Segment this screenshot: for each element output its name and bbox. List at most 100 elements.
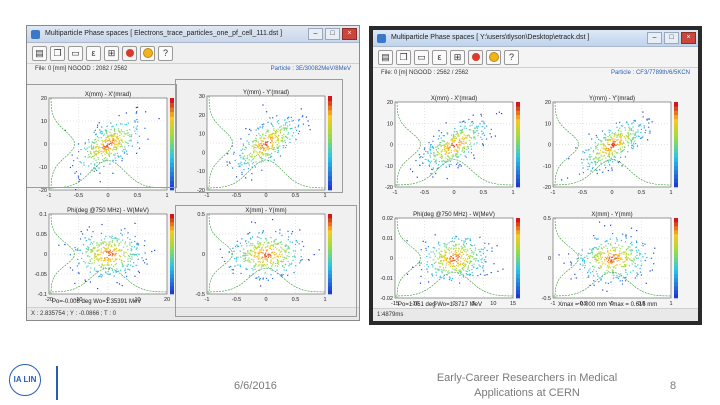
- scatter-point: [107, 143, 109, 145]
- scatter-point: [308, 125, 310, 127]
- scatter-point: [272, 262, 274, 264]
- scatter-point: [406, 240, 408, 242]
- scatter-point: [247, 168, 250, 170]
- scatter-point: [483, 270, 485, 272]
- scatter-point: [639, 267, 641, 270]
- sun-icon[interactable]: [486, 49, 501, 65]
- maximize-button[interactable]: □: [325, 28, 340, 40]
- scatter-point: [101, 146, 104, 149]
- epsilon-icon[interactable]: ε: [86, 45, 101, 61]
- scatter-point: [284, 245, 286, 247]
- y-tick-label: 20: [387, 100, 393, 106]
- scatter-point: [252, 141, 254, 143]
- scatter-point: [613, 261, 615, 263]
- scatter-point: [473, 137, 475, 139]
- scatter-point: [459, 163, 461, 166]
- scatter-point: [264, 135, 266, 137]
- scatter-point: [452, 262, 454, 265]
- save-icon[interactable]: ▭: [414, 49, 429, 65]
- scatter-point: [272, 125, 274, 127]
- color-bar-segment: [328, 242, 332, 247]
- close-button[interactable]: ×: [342, 28, 357, 40]
- color-bar-segment: [170, 167, 174, 172]
- scatter-point: [86, 251, 88, 253]
- maximize-button[interactable]: □: [664, 32, 679, 44]
- open-icon[interactable]: ▤: [32, 45, 47, 61]
- scatter-point: [481, 138, 483, 141]
- scatter-point: [634, 137, 636, 139]
- help-icon[interactable]: ?: [158, 45, 173, 61]
- right-phase-space-window[interactable]: Multiparticle Phase spaces [ Y:\users\tl…: [369, 26, 702, 325]
- scatter-point: [109, 135, 111, 137]
- scatter-point: [448, 247, 450, 249]
- scatter-point: [482, 249, 484, 251]
- scatter-point: [255, 139, 257, 141]
- scatter-point: [257, 255, 259, 257]
- scatter-point: [613, 144, 615, 146]
- scatter-point: [630, 128, 632, 130]
- color-bar-segment: [328, 185, 332, 191]
- color-bar-segment: [328, 218, 332, 223]
- plot-title: X(mm) - Y(mm): [591, 212, 632, 218]
- scatter-point: [454, 268, 456, 271]
- scatter-point: [254, 144, 256, 146]
- scatter-point: [245, 177, 247, 179]
- scatter-point: [276, 258, 278, 261]
- scatter-point: [588, 253, 590, 255]
- color-bar-segment: [674, 174, 678, 179]
- scatter-point: [282, 261, 284, 263]
- scatter-point: [267, 137, 269, 139]
- scatter-point: [108, 137, 110, 139]
- scatter-point: [615, 264, 617, 267]
- minimize-button[interactable]: –: [308, 28, 323, 40]
- scatter-point: [107, 257, 110, 260]
- left-window-titlebar[interactable]: Multiparticle Phase spaces [ Electrons_t…: [27, 26, 359, 43]
- scatter-point: [425, 158, 427, 160]
- scatter-point: [282, 141, 284, 143]
- right-window-titlebar[interactable]: Multiparticle Phase spaces [ Y:\users\tl…: [373, 30, 698, 47]
- scatter-point: [103, 241, 105, 243]
- scatter-point: [262, 125, 264, 127]
- scatter-point: [299, 260, 302, 262]
- scatter-point: [620, 125, 622, 127]
- color-bar-segment: [328, 128, 332, 134]
- grid-icon[interactable]: ⊞: [104, 45, 119, 61]
- scatter-point: [452, 144, 454, 147]
- scatter-point: [445, 151, 447, 154]
- scatter-point: [607, 154, 610, 156]
- x-tick-label: 1: [323, 297, 326, 303]
- scatter-point: [108, 259, 110, 261]
- close-button[interactable]: ×: [681, 32, 696, 44]
- left-phase-space-window[interactable]: Multiparticle Phase spaces [ Electrons_t…: [26, 25, 360, 321]
- scatter-point: [445, 157, 447, 159]
- epsilon-icon[interactable]: ε: [432, 49, 447, 65]
- scatter-point: [138, 270, 140, 272]
- scatter-point: [95, 147, 97, 149]
- scatter-point: [88, 226, 90, 228]
- open-icon[interactable]: ▤: [378, 49, 393, 65]
- help-icon[interactable]: ?: [504, 49, 519, 65]
- scatter-point: [595, 270, 597, 272]
- save-icon[interactable]: ▭: [68, 45, 83, 61]
- scatter-point: [650, 257, 652, 259]
- scatter-point: [116, 258, 118, 261]
- scatter-point: [120, 269, 122, 271]
- scatter-point: [120, 138, 122, 140]
- color-bar-segment: [516, 178, 520, 184]
- scatter-point: [125, 133, 127, 135]
- sun-icon[interactable]: [140, 45, 155, 61]
- y-tick-label: -10: [385, 164, 393, 170]
- scatter-point: [605, 245, 607, 247]
- scatter-point: [231, 269, 233, 271]
- scatter-point: [608, 257, 610, 259]
- scatter-point: [441, 262, 443, 264]
- scatter-point: [450, 247, 453, 249]
- scatter-point: [101, 274, 103, 276]
- grid-icon[interactable]: ⊞: [450, 49, 465, 65]
- scatter-point: [639, 271, 642, 273]
- copy-icon[interactable]: ❐: [396, 49, 411, 65]
- record-icon[interactable]: [122, 45, 137, 61]
- minimize-button[interactable]: –: [647, 32, 662, 44]
- record-icon[interactable]: [468, 49, 483, 65]
- copy-icon[interactable]: ❐: [50, 45, 65, 61]
